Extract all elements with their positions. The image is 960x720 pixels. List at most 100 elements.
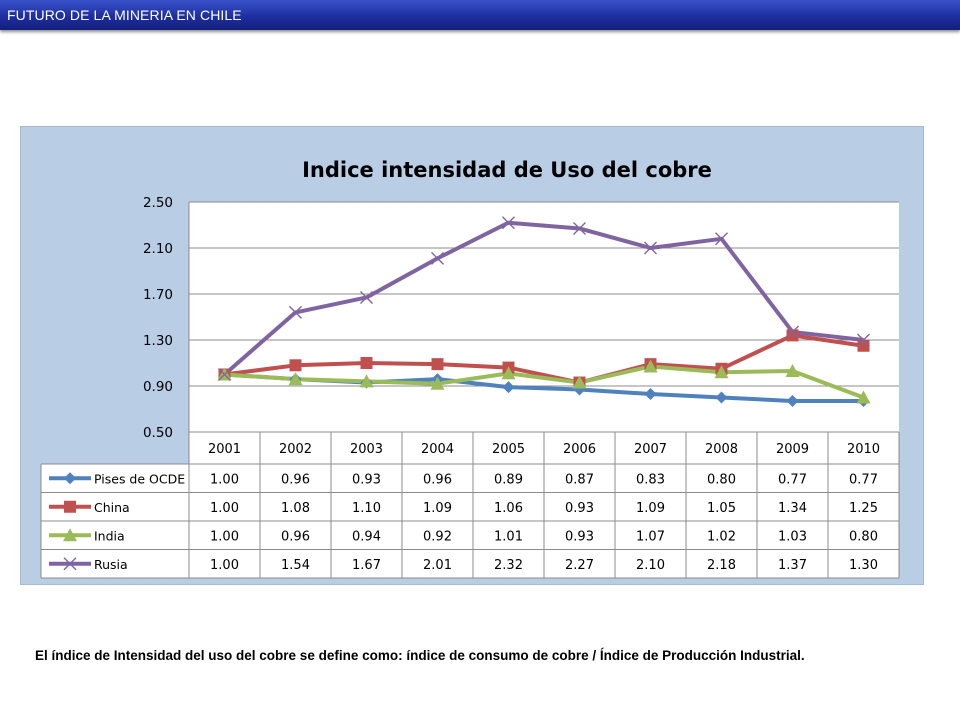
series-line bbox=[223, 220, 864, 377]
data-point bbox=[786, 325, 799, 339]
footnote: El índice de Intensidad del uso del cobr… bbox=[35, 648, 805, 663]
data-label: 2.32 bbox=[494, 558, 523, 573]
data-label: 0.89 bbox=[494, 472, 523, 487]
y-tick-label: 1.30 bbox=[143, 333, 173, 349]
data-label: 1.06 bbox=[494, 501, 523, 516]
data-label: 1.54 bbox=[281, 558, 310, 573]
data-label: 1.02 bbox=[707, 529, 736, 544]
data-label: 1.05 bbox=[707, 501, 736, 516]
data-label: 1.00 bbox=[210, 501, 239, 516]
data-point bbox=[715, 391, 728, 404]
x-tick-label: 2007 bbox=[634, 442, 667, 457]
data-label: 1.37 bbox=[778, 558, 807, 573]
header-banner: FUTURO DE LA MINERIA EN CHILE bbox=[0, 0, 960, 30]
data-label: 0.87 bbox=[565, 472, 594, 487]
x-tick-label: 2006 bbox=[563, 442, 596, 457]
data-label: 1.25 bbox=[849, 501, 878, 516]
data-label: 0.93 bbox=[565, 529, 594, 544]
data-label: 2.01 bbox=[423, 558, 452, 573]
data-point bbox=[360, 357, 373, 369]
line-chart: Indice intensidad de Uso del cobre 2.502… bbox=[40, 158, 900, 579]
data-label: 1.34 bbox=[778, 501, 807, 516]
data-label: 0.96 bbox=[423, 472, 452, 487]
legend-label: Pises de OCDE bbox=[94, 471, 185, 486]
data-label: 1.10 bbox=[352, 501, 381, 516]
x-tick-label: 2010 bbox=[847, 442, 880, 457]
data-point bbox=[502, 381, 515, 394]
data-label: 0.77 bbox=[849, 472, 878, 487]
data-label: 0.94 bbox=[352, 529, 381, 544]
data-point bbox=[359, 374, 374, 388]
data-point bbox=[431, 251, 444, 265]
data-point bbox=[572, 375, 587, 389]
data-point bbox=[785, 364, 800, 378]
y-tick-label: 2.50 bbox=[143, 195, 173, 211]
data-label: 0.96 bbox=[281, 529, 310, 544]
data-label: 2.27 bbox=[565, 558, 594, 573]
data-label: 1.03 bbox=[778, 529, 807, 544]
data-point bbox=[431, 358, 444, 371]
data-point bbox=[644, 388, 657, 401]
data-point bbox=[857, 333, 870, 347]
data-point bbox=[501, 366, 516, 380]
legend-key-marker bbox=[64, 500, 76, 513]
data-point bbox=[715, 232, 728, 246]
x-tick-label: 2005 bbox=[492, 442, 525, 457]
y-tick-label: 1.70 bbox=[143, 287, 173, 303]
series-line bbox=[224, 364, 865, 400]
data-label: 0.92 bbox=[423, 529, 452, 544]
x-tick-label: 2009 bbox=[776, 442, 809, 457]
data-label: 0.96 bbox=[281, 472, 310, 487]
data-point bbox=[289, 305, 302, 319]
legend-label: India bbox=[94, 528, 125, 543]
legend-key-marker bbox=[64, 472, 76, 485]
y-tick-label: 2.10 bbox=[143, 241, 173, 257]
data-label: 1.07 bbox=[636, 529, 665, 544]
x-tick-label: 2008 bbox=[705, 442, 738, 457]
data-point bbox=[644, 241, 657, 255]
data-point bbox=[856, 390, 871, 404]
data-point bbox=[360, 290, 373, 304]
y-tick-label: 0.50 bbox=[143, 425, 173, 441]
data-point bbox=[288, 372, 303, 386]
data-point bbox=[714, 365, 729, 379]
data-label: 1.09 bbox=[423, 501, 452, 516]
data-label: 0.77 bbox=[778, 472, 807, 487]
header-title: FUTURO DE LA MINERIA EN CHILE bbox=[7, 7, 242, 23]
data-label: 0.83 bbox=[636, 472, 665, 487]
data-point bbox=[786, 329, 799, 342]
legend-label: China bbox=[94, 500, 130, 515]
data-point bbox=[643, 359, 658, 373]
data-label: 1.00 bbox=[210, 558, 239, 573]
y-tick-label: 0.90 bbox=[143, 379, 173, 395]
data-point bbox=[430, 376, 445, 390]
legend-key-marker bbox=[63, 557, 77, 571]
data-point bbox=[786, 394, 799, 407]
chart-panel: Indice intensidad de Uso del cobre 2.50 2… bbox=[20, 126, 924, 585]
data-point bbox=[218, 368, 231, 381]
data-label: 1.09 bbox=[636, 501, 665, 516]
data-label: 0.80 bbox=[707, 472, 736, 487]
data-label: 1.08 bbox=[281, 501, 310, 516]
x-tick-label: 2001 bbox=[208, 442, 241, 457]
data-label: 0.80 bbox=[849, 529, 878, 544]
data-label: 1.01 bbox=[494, 529, 523, 544]
x-tick-label: 2004 bbox=[421, 442, 454, 457]
data-label: 1.30 bbox=[849, 558, 878, 573]
data-table: 2001 2002 2003 2004 2005 2006 2007 2008 2009 2010… bbox=[40, 431, 900, 579]
chart-title: Indice intensidad de Uso del cobre bbox=[302, 158, 712, 182]
data-label: 1.00 bbox=[210, 472, 239, 487]
data-point bbox=[857, 339, 870, 352]
data-label: 1.00 bbox=[210, 529, 239, 544]
series-line bbox=[224, 333, 864, 385]
data-label: 0.93 bbox=[565, 501, 594, 516]
data-label: 2.10 bbox=[636, 558, 665, 573]
data-label: 1.67 bbox=[352, 558, 381, 573]
data-point bbox=[502, 216, 515, 230]
data-point bbox=[289, 359, 302, 372]
plot-area: 2.50 2.10 1.70 1.30 0.90 0.50 bbox=[143, 195, 899, 441]
legend-label: Rusia bbox=[94, 557, 128, 572]
legend-key-marker bbox=[63, 528, 77, 542]
x-tick-label: 2003 bbox=[350, 442, 383, 457]
data-label: 0.93 bbox=[352, 472, 381, 487]
